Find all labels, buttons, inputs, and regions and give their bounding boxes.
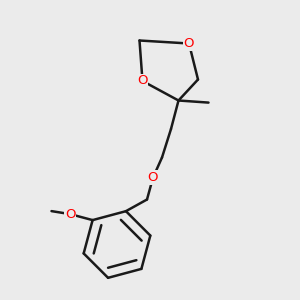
Text: O: O	[137, 74, 148, 88]
Text: O: O	[65, 208, 75, 220]
Text: O: O	[148, 171, 158, 184]
Text: O: O	[184, 37, 194, 50]
